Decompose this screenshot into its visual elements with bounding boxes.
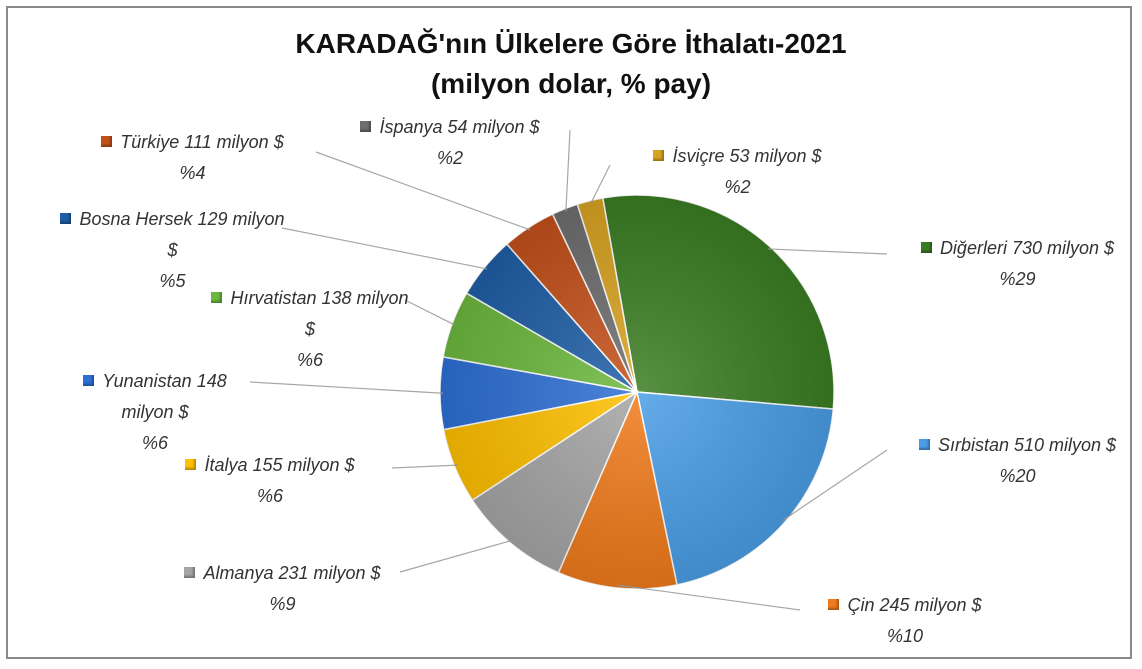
legend-marker [918,439,930,450]
leader-line [767,248,888,255]
percent-label: %5 [159,271,186,291]
value-label: 231 milyon $ [278,563,381,583]
data-label: İsviçre 53 milyon $ %2 [605,141,870,203]
legend-marker [211,292,223,303]
category-label: İtalya [204,455,248,475]
data-label: Yunanistan 148 milyon $ %6 [55,366,255,459]
data-label: Bosna Hersek 129 milyon $ %5 [60,204,285,297]
category-label: İsviçre [672,146,725,166]
percent-label: %10 [886,626,924,646]
percent-label: %29 [999,269,1036,289]
value-label: 148 milyon $ [121,371,227,422]
category-label: Diğerleri [939,238,1007,258]
chart-subtitle: (milyon dolar, % pay) [430,68,712,99]
legend-marker [920,242,932,253]
chart-title: KARADAĞ'nın Ülkelere Göre İthalatı-2021 [295,28,847,59]
value-label: 129 milyon $ [167,209,285,260]
leader-line [281,227,488,270]
value-label: 510 milyon $ [1014,435,1117,455]
percent-label: %2 [724,177,751,197]
data-label: Sırbistan 510 milyon $ %20 [895,430,1140,492]
pie-slice [601,194,835,410]
legend-marker [653,150,665,161]
legend-marker [185,459,197,470]
value-label: 155 milyon $ [252,455,355,475]
legend-marker [60,213,72,224]
leader-line [617,584,801,611]
leader-line [399,539,513,573]
chart-frame [6,6,1132,659]
data-label: Almanya 231 milyon $ %9 [160,558,405,620]
legend-marker [101,136,113,147]
value-label: 111 milyon $ [184,132,284,152]
legend-marker [360,121,372,132]
leader-line [404,299,456,326]
data-label: Hırvatistan 138 milyon $ %6 [210,283,410,376]
category-label: Sırbistan [937,435,1009,455]
value-label: 53 milyon $ [729,146,822,166]
category-label: Almanya [203,563,274,583]
data-label: Çin 245 milyon $ %10 [790,590,1020,652]
percent-label: %6 [296,350,323,370]
category-label: Yunanistan [102,371,192,391]
category-label: İspanya [379,117,443,137]
leader-line [391,464,458,469]
category-label: Bosna Hersek [79,209,193,229]
percent-label: %2 [436,148,463,168]
category-label: Hırvatistan [230,288,317,308]
data-label: Diğerleri 730 milyon $ %29 [895,233,1140,295]
value-label: 245 milyon $ [879,595,982,615]
legend-marker [83,375,95,386]
value-label: 138 milyon $ [304,288,409,339]
percent-label: %20 [999,466,1036,486]
data-label: İtalya 155 milyon $ %6 [150,450,390,512]
data-label: Türkiye 111 milyon $ %4 [65,127,320,189]
legend-marker [184,567,196,578]
legend-marker [828,599,840,610]
percent-label: %9 [269,594,296,614]
percent-label: %6 [256,486,283,506]
percent-label: %6 [141,433,168,453]
percent-label: %4 [179,163,206,183]
category-label: Türkiye [120,132,180,152]
value-label: 54 milyon $ [447,117,540,137]
category-label: Çin [847,595,875,615]
leader-line [249,381,444,394]
value-label: 730 milyon $ [1011,238,1115,258]
data-label: İspanya 54 milyon $ %2 [330,112,570,174]
